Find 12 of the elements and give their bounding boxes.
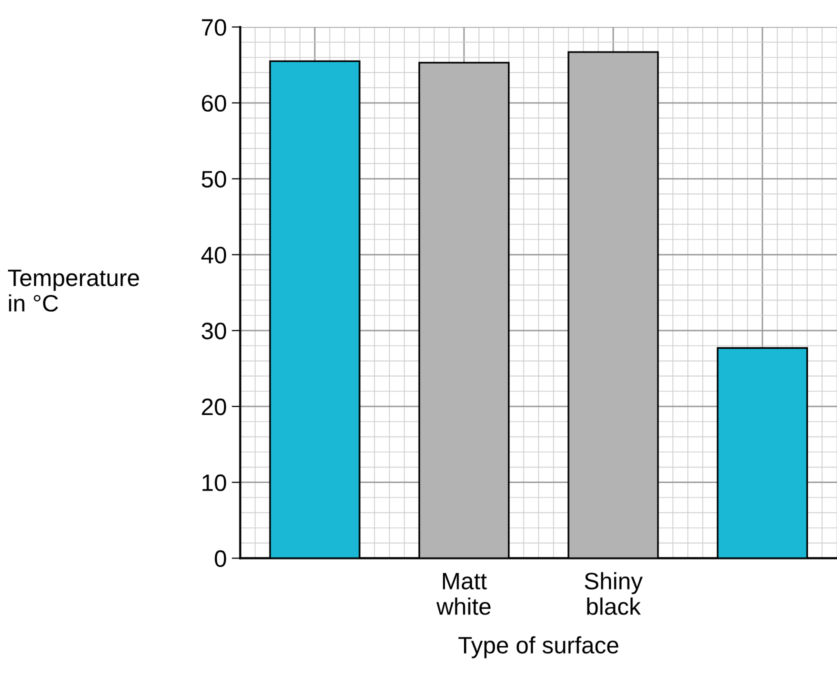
y-tick-label: 40 [201,246,226,264]
y-axis-title: Temperature in °C [8,270,139,312]
x-axis-title: Type of surface [458,636,618,658]
y-tick-label: 20 [202,398,226,416]
y-tick-label: 10 [202,474,226,492]
x-tick-label: Matt white [436,572,491,615]
y-tick-label: 60 [202,94,226,112]
y-tick-label: 50 [202,170,226,188]
y-tick-label: 30 [202,322,226,340]
y-tick-label: 0 [214,550,226,568]
y-tick-label: 70 [202,19,226,36]
x-tick-label: Shiny black [584,572,643,615]
